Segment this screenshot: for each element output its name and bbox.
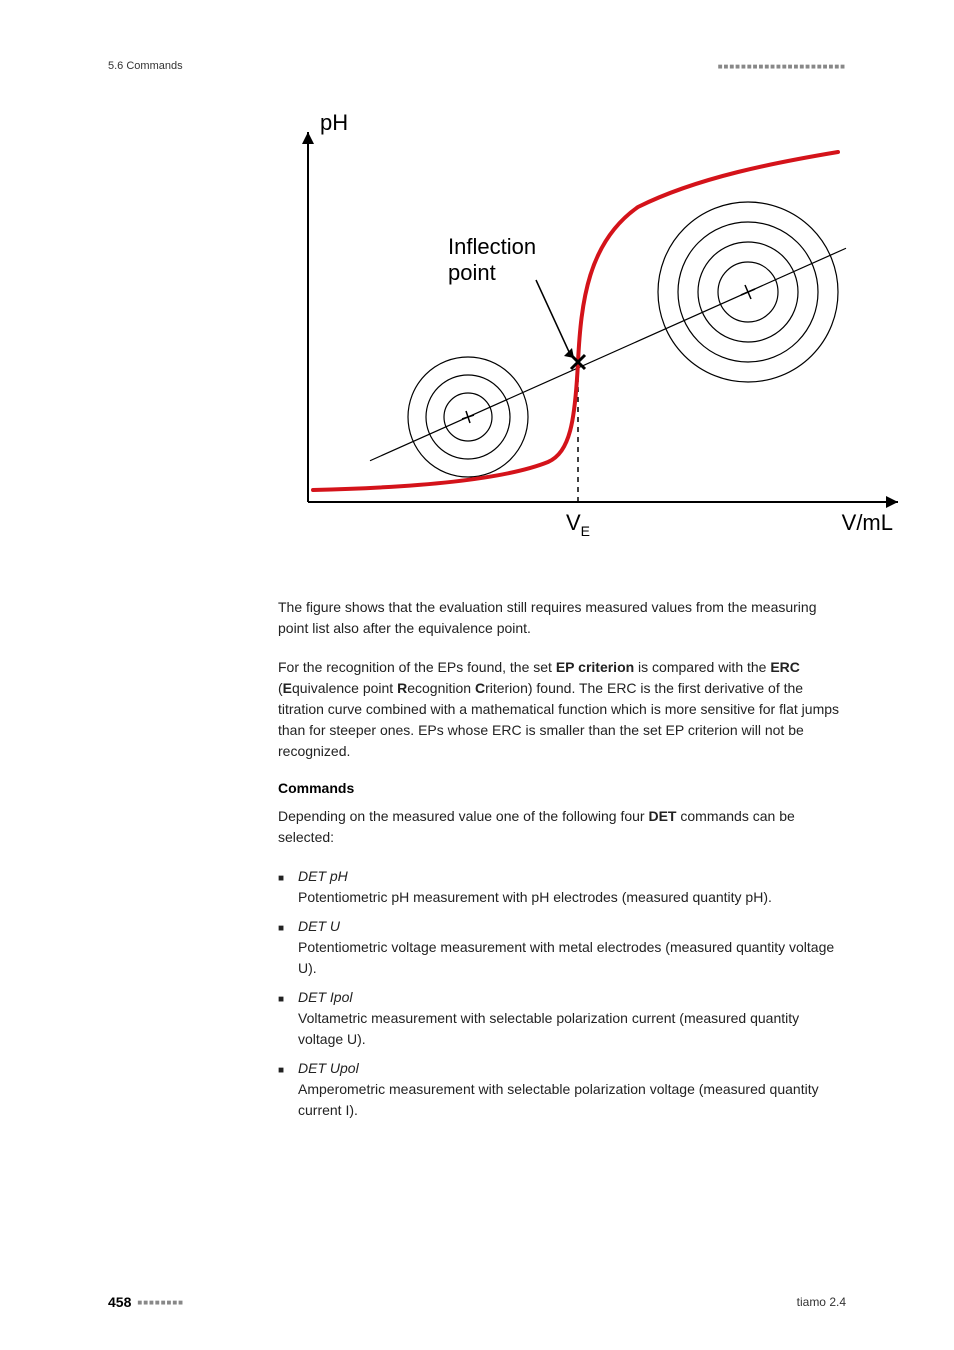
titration-svg: pH V/mL VE Inflectionpoint [278,102,918,562]
svg-text:V/mL: V/mL [842,510,893,535]
list-item: ■DET UPotentiometric voltage measurement… [278,916,846,979]
svg-text:point: point [448,260,496,285]
bullet-icon: ■ [278,987,298,1050]
bullet-icon: ■ [278,1058,298,1121]
commands-intro: Depending on the measured value one of t… [278,806,846,848]
list-item: ■DET IpolVoltametric measurement with se… [278,987,846,1050]
footer-product: tiamo 2.4 [797,1295,846,1309]
paragraph-2: For the recognition of the EPs found, th… [278,657,846,762]
commands-list: ■DET pHPotentiometric pH measurement wit… [278,866,846,1121]
page-number: 458 [108,1294,131,1310]
page-footer: 458 ■■■■■■■■ tiamo 2.4 [108,1294,846,1310]
svg-text:pH: pH [320,110,348,135]
command-name: DET U [298,916,846,937]
bullet-icon: ■ [278,866,298,908]
footer-decoration: ■■■■■■■■ [137,1298,184,1307]
command-description: Voltametric measurement with selectable … [298,1008,846,1050]
bullet-icon: ■ [278,916,298,979]
list-item: ■DET UpolAmperometric measurement with s… [278,1058,846,1121]
footer-left: 458 ■■■■■■■■ [108,1294,184,1310]
command-name: DET Ipol [298,987,846,1008]
command-description: Potentiometric voltage measurement with … [298,937,846,979]
svg-text:Inflection: Inflection [448,234,536,259]
page-header: 5.6 Commands ■■■■■■■■■■■■■■■■■■■■■■ [108,60,846,72]
command-name: DET Upol [298,1058,846,1079]
svg-text:VE: VE [566,510,590,539]
paragraph-1: The figure shows that the evaluation sti… [278,597,846,639]
body-text: The figure shows that the evaluation sti… [278,597,846,762]
command-description: Potentiometric pH measurement with pH el… [298,887,846,908]
commands-heading: Commands [278,780,846,796]
header-decoration: ■■■■■■■■■■■■■■■■■■■■■■ [718,62,846,71]
command-description: Amperometric measurement with selectable… [298,1079,846,1121]
titration-figure: pHV/mLVEInflectionpoint [278,102,846,567]
list-item: ■DET pHPotentiometric pH measurement wit… [278,866,846,908]
section-label: 5.6 Commands [108,60,183,72]
command-name: DET pH [298,866,846,887]
